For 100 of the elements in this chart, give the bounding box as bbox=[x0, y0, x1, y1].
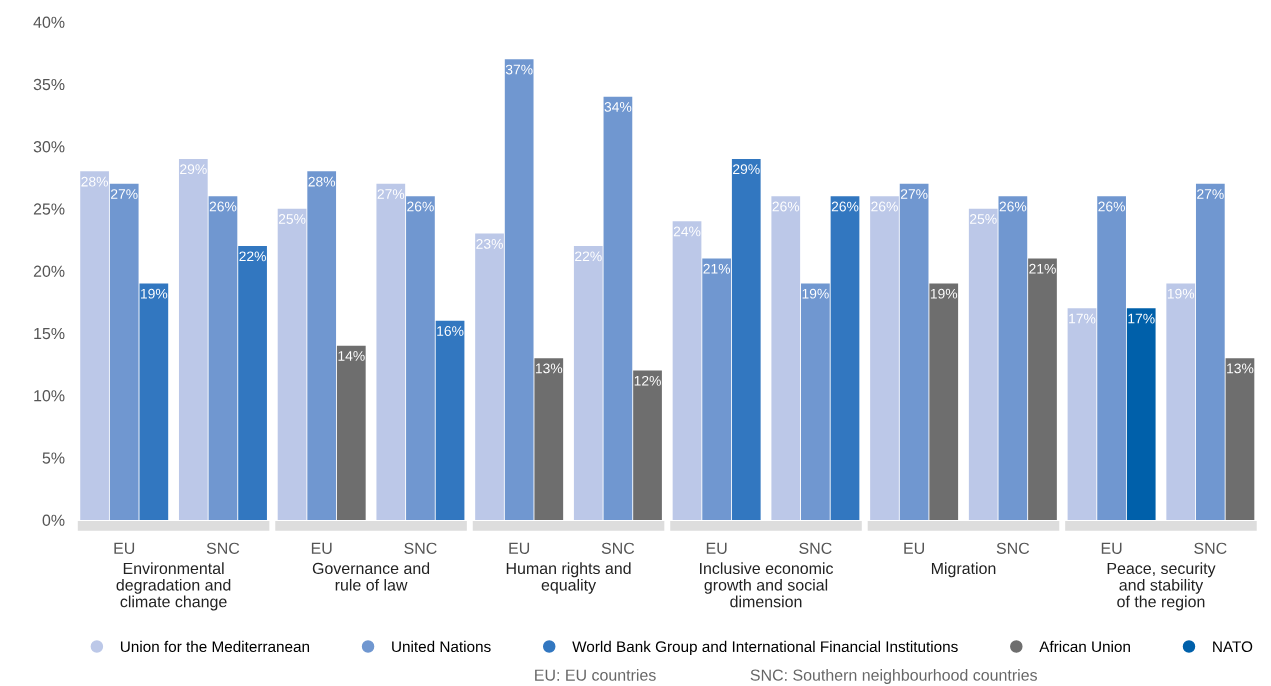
bar bbox=[1225, 358, 1255, 520]
bar bbox=[435, 320, 465, 520]
data-label: 24% bbox=[673, 226, 701, 237]
y-tick-label: 35% bbox=[33, 78, 65, 91]
x-tick-label: EU bbox=[706, 542, 727, 554]
bar bbox=[109, 183, 139, 520]
data-label: 26% bbox=[772, 201, 800, 212]
bar bbox=[801, 283, 830, 520]
data-label: 26% bbox=[209, 201, 237, 212]
data-label: 19% bbox=[802, 288, 829, 299]
data-label: 27% bbox=[377, 189, 405, 199]
data-label: 14% bbox=[338, 351, 365, 361]
bar bbox=[870, 196, 899, 520]
data-label: 25% bbox=[970, 214, 997, 224]
legend-label: Union for the Mediterranean bbox=[120, 640, 310, 653]
bar bbox=[672, 221, 702, 520]
x-tick-label: SNC bbox=[799, 542, 832, 554]
text: Environmental degradation and climate change bbox=[116, 562, 231, 611]
data-label: 28% bbox=[308, 176, 336, 187]
data-label: 29% bbox=[733, 164, 760, 175]
bar bbox=[1195, 183, 1225, 520]
data-label: 21% bbox=[1029, 263, 1056, 274]
bar bbox=[1166, 283, 1196, 520]
bar bbox=[475, 233, 504, 520]
text: EU: EU countries bbox=[535, 669, 656, 681]
bar bbox=[277, 208, 307, 520]
bar bbox=[307, 171, 337, 520]
bar bbox=[376, 183, 406, 520]
data-label: 17% bbox=[1128, 313, 1155, 324]
bar bbox=[830, 196, 860, 520]
x-tick-label: SNC bbox=[996, 542, 1030, 554]
x-tick-label: EU bbox=[311, 542, 332, 554]
data-label: 27% bbox=[1197, 189, 1224, 199]
data-label: 13% bbox=[535, 363, 563, 374]
y-tick-label: 40% bbox=[33, 16, 65, 28]
y-tick-label: 15% bbox=[34, 327, 65, 340]
data-label: 25% bbox=[278, 214, 306, 224]
text: Peace, security and stability of the region bbox=[1107, 562, 1216, 611]
bar bbox=[899, 183, 929, 520]
data-label: 28% bbox=[81, 176, 108, 187]
legend-label: African Union bbox=[1039, 640, 1130, 653]
y-tick-label: 30% bbox=[33, 141, 65, 153]
bar bbox=[603, 96, 633, 520]
y-tick-label: 0% bbox=[42, 514, 65, 526]
data-label: 19% bbox=[1167, 288, 1195, 299]
bar bbox=[968, 208, 998, 520]
bar bbox=[573, 246, 603, 520]
x-tick-label: EU bbox=[1101, 542, 1122, 554]
legend-label: NATO bbox=[1213, 641, 1253, 653]
bar bbox=[998, 196, 1028, 520]
bar bbox=[771, 196, 801, 520]
bar bbox=[406, 196, 435, 520]
text: Governance and rule of law bbox=[312, 562, 430, 591]
data-label: 34% bbox=[604, 102, 632, 112]
data-label: 26% bbox=[407, 201, 434, 212]
y-tick-label: 10% bbox=[34, 390, 65, 402]
bar bbox=[702, 258, 732, 520]
legend-label: United Nations bbox=[392, 640, 491, 653]
text: SNC: Southern neighbourhood countries bbox=[750, 669, 1037, 684]
x-tick-label: EU bbox=[114, 542, 135, 554]
bar bbox=[336, 345, 366, 520]
x-tick-label: SNC bbox=[1194, 542, 1227, 554]
bar bbox=[633, 370, 662, 520]
data-label: 22% bbox=[239, 251, 266, 262]
y-tick-label: 5% bbox=[42, 452, 65, 464]
bar bbox=[731, 158, 761, 520]
data-label: 19% bbox=[140, 288, 168, 299]
bar bbox=[80, 171, 109, 520]
data-label: 26% bbox=[871, 201, 898, 212]
bar bbox=[178, 158, 208, 520]
x-tick-label: SNC bbox=[601, 542, 635, 554]
bar bbox=[534, 358, 564, 520]
bar bbox=[1097, 196, 1126, 520]
data-label: 23% bbox=[476, 238, 503, 249]
data-label: 37% bbox=[505, 64, 533, 75]
text: Inclusive economic growth and social dimension bbox=[700, 562, 834, 608]
data-label: 26% bbox=[999, 201, 1027, 212]
data-label: 27% bbox=[900, 189, 928, 199]
bar bbox=[1067, 308, 1097, 520]
data-label: 13% bbox=[1227, 363, 1254, 374]
data-label: 29% bbox=[180, 164, 207, 175]
bar bbox=[1126, 308, 1156, 520]
data-label: 27% bbox=[111, 189, 138, 199]
data-label: 26% bbox=[831, 201, 859, 212]
text: Migration bbox=[931, 562, 996, 578]
data-label: 26% bbox=[1098, 201, 1126, 212]
x-tick-label: SNC bbox=[404, 542, 437, 554]
data-label: 22% bbox=[575, 251, 602, 262]
bar bbox=[208, 196, 238, 520]
bar bbox=[929, 283, 959, 520]
y-tick-label: 20% bbox=[33, 265, 65, 277]
x-tick-label: EU bbox=[904, 542, 924, 554]
x-tick-label: SNC bbox=[206, 542, 240, 554]
data-label: 17% bbox=[1069, 313, 1096, 324]
bar bbox=[139, 283, 169, 520]
x-tick-label: EU bbox=[509, 542, 530, 554]
bar bbox=[504, 59, 534, 520]
data-label: 19% bbox=[930, 288, 958, 299]
bar bbox=[238, 246, 267, 520]
bar bbox=[1028, 258, 1057, 520]
